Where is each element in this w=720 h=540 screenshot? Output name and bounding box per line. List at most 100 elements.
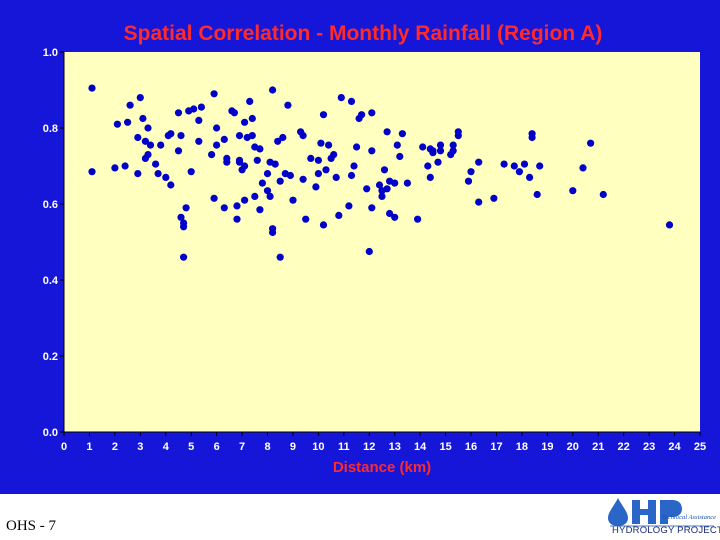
data-point [599, 190, 607, 199]
data-point [449, 147, 457, 155]
logo-tagline: Technical Assistance [662, 514, 716, 521]
data-point [269, 228, 277, 237]
data-point [136, 94, 144, 102]
data-point [220, 135, 228, 143]
data-point [449, 141, 457, 149]
data-point [266, 192, 274, 200]
data-point [241, 196, 249, 204]
data-point [386, 209, 394, 218]
x-tick-label: 16 [465, 441, 477, 453]
data-point [152, 160, 160, 168]
data-point [289, 196, 297, 204]
data-point [251, 192, 259, 200]
x-tick-label: 24 [668, 441, 681, 453]
data-point [424, 162, 432, 170]
data-point [230, 109, 238, 117]
data-point [533, 190, 541, 199]
data-point [383, 185, 391, 193]
data-point [398, 130, 406, 138]
data-point [276, 253, 284, 261]
data-point [464, 177, 473, 185]
plot-area [64, 52, 700, 432]
data-point [235, 132, 244, 140]
data-point [248, 132, 256, 140]
data-point [256, 145, 264, 153]
data-point [510, 162, 518, 170]
data-point [210, 194, 218, 202]
data-point [248, 114, 256, 123]
data-point [500, 160, 508, 168]
y-axis-ticks: 0.0 0.2 0.4 0.6 0.8 1.0 [43, 47, 64, 439]
data-point [380, 166, 389, 174]
data-point [258, 179, 266, 187]
data-point [475, 158, 483, 166]
data-point [528, 130, 536, 138]
data-point [220, 204, 228, 212]
data-point [157, 141, 165, 149]
x-tick-label: 18 [516, 441, 528, 453]
data-point [195, 137, 203, 145]
data-point [144, 151, 152, 159]
data-point [246, 97, 254, 105]
data-point [347, 171, 356, 180]
data-point [319, 221, 328, 229]
data-point [197, 103, 205, 111]
data-point [363, 185, 371, 193]
data-point [368, 204, 376, 212]
y-tick-label: 0.6 [43, 199, 58, 211]
data-point [121, 162, 129, 170]
data-point [536, 162, 544, 170]
x-tick-label: 6 [214, 441, 220, 453]
data-point [279, 133, 287, 142]
data-point [256, 206, 264, 214]
y-tick-label: 0.4 [43, 275, 59, 287]
data-point [429, 147, 437, 155]
chart-title: Spatial Correlation - Monthly Rainfall (… [124, 22, 603, 45]
data-point [134, 133, 142, 142]
slide-footer [0, 494, 720, 540]
water-drop-icon [608, 498, 628, 526]
data-point [182, 204, 190, 212]
data-point [436, 141, 445, 149]
data-point [190, 105, 198, 113]
data-point [269, 86, 277, 94]
data-point [195, 116, 203, 124]
y-tick-label: 0.8 [43, 123, 58, 135]
data-point [419, 143, 427, 151]
data-point [302, 215, 310, 223]
data-point [314, 156, 322, 164]
data-point [126, 101, 134, 109]
data-point [162, 173, 170, 181]
data-point [180, 253, 188, 261]
x-tick-label: 17 [490, 441, 502, 453]
data-point [358, 111, 366, 119]
x-tick-label: 4 [163, 441, 170, 453]
x-tick-label: 21 [592, 441, 604, 453]
x-tick-label: 8 [264, 441, 270, 453]
data-point [241, 162, 249, 170]
scatter-chart: Spatial Correlation - Monthly Rainfall (… [43, 22, 706, 476]
data-point [434, 158, 442, 166]
data-point [579, 164, 587, 172]
data-point [167, 181, 175, 189]
data-point [274, 137, 282, 145]
data-point [587, 139, 595, 147]
slide-background: Spatial Correlation - Monthly Rainfall (… [0, 0, 720, 494]
data-point [233, 202, 241, 210]
x-tick-label: 19 [541, 441, 553, 453]
logo-name: HYDROLOGY PROJECT [612, 525, 720, 536]
data-point [403, 179, 411, 187]
data-point [353, 143, 361, 151]
x-tick-label: 1 [86, 441, 92, 453]
data-point [177, 132, 185, 140]
data-point [322, 166, 330, 174]
data-point [213, 124, 221, 132]
x-tick-label: 25 [694, 441, 706, 453]
data-point [337, 94, 345, 102]
data-point [335, 211, 343, 219]
data-point [569, 187, 577, 195]
data-point [299, 132, 307, 140]
data-point [312, 183, 320, 191]
y-tick-label: 0.2 [43, 351, 58, 363]
x-tick-label: 9 [290, 441, 296, 453]
